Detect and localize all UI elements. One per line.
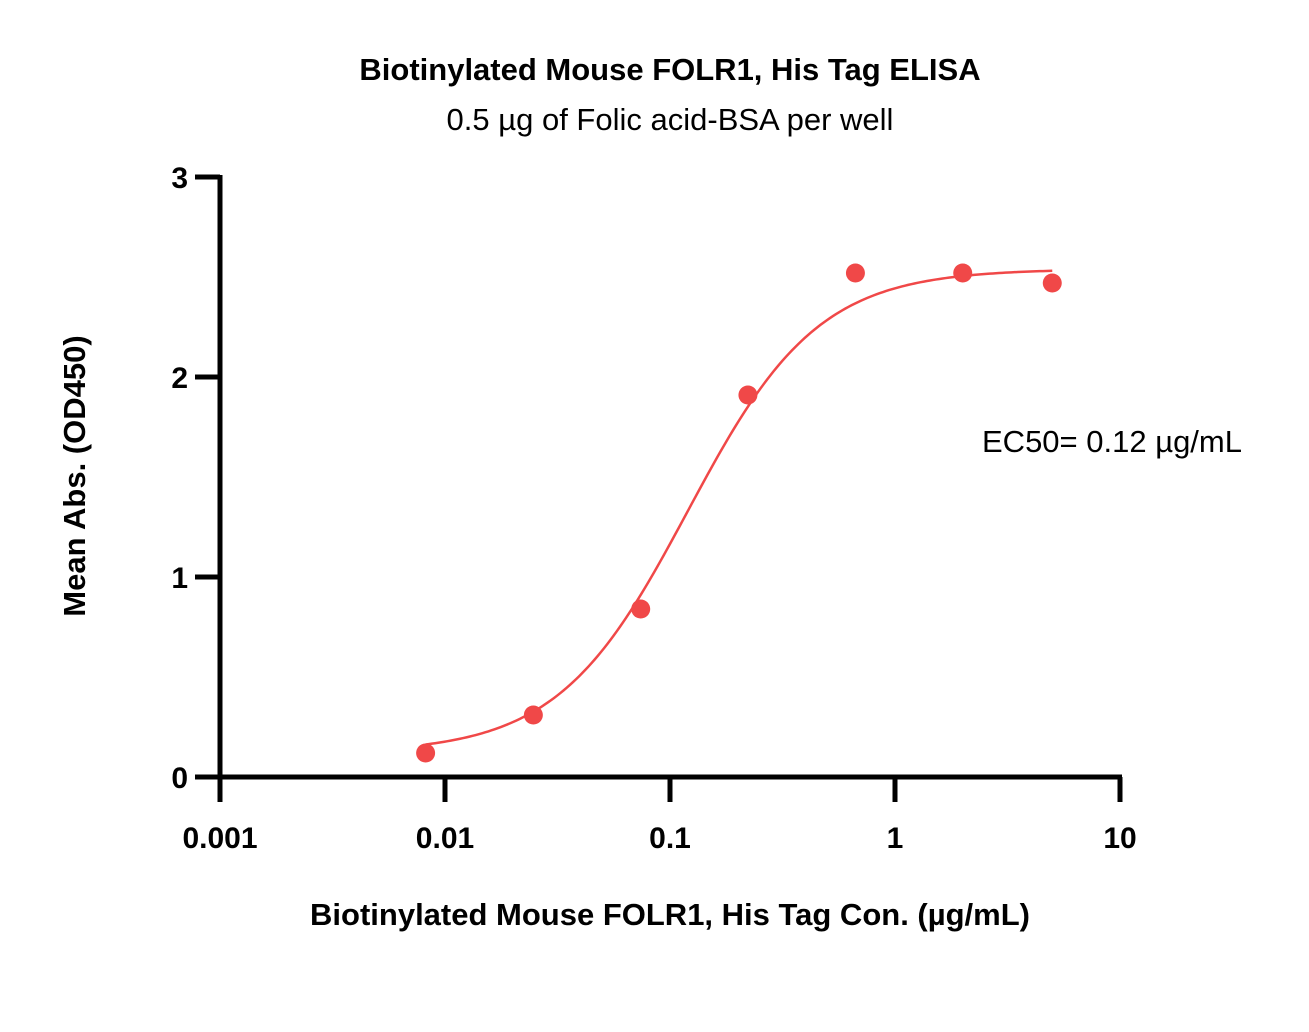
data-point: [738, 385, 758, 405]
data-point: [631, 599, 651, 619]
fit-curve-layer: [425, 269, 1053, 746]
chart-subtitle: 0.5 µg of Folic acid-BSA per well: [447, 102, 894, 137]
y-axis-title: Mean Abs. (OD450): [57, 335, 92, 616]
axes: [217, 175, 1122, 780]
data-point: [953, 263, 973, 283]
x-tick-label: 0.001: [182, 822, 257, 855]
x-tick-label: 0.01: [416, 822, 474, 855]
x-tick-label: 10: [1103, 822, 1136, 855]
data-point: [1042, 273, 1062, 293]
data-points-layer: [416, 263, 1062, 763]
chart-title: Biotinylated Mouse FOLR1, His Tag ELISA: [359, 52, 980, 87]
x-axis-ticks: 0.001 0.01 0.1 1 10: [182, 777, 1137, 855]
x-tick-label: 0.1: [649, 822, 691, 855]
y-tick-label: 2: [171, 362, 188, 395]
y-tick-label: 3: [171, 162, 188, 195]
x-tick-label: 1: [887, 822, 904, 855]
data-point: [845, 263, 865, 283]
data-point: [523, 705, 543, 725]
y-axis-ticks: 0 1 2 3: [171, 162, 220, 795]
y-tick-label: 1: [171, 562, 188, 595]
y-tick-label: 0: [171, 762, 188, 795]
data-point: [416, 743, 436, 763]
x-axis-title: Biotinylated Mouse FOLR1, His Tag Con. (…: [310, 897, 1030, 932]
fit-curve: [425, 269, 1053, 746]
ec50-annotation: EC50= 0.12 µg/mL: [982, 424, 1242, 459]
